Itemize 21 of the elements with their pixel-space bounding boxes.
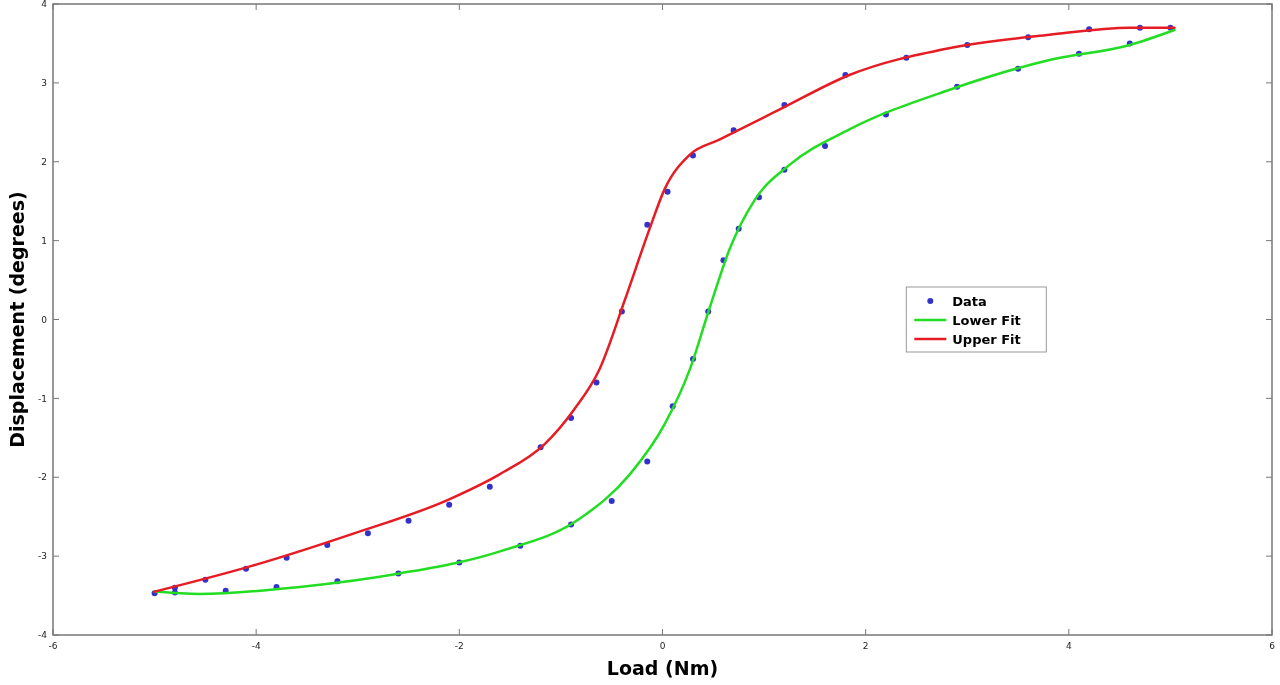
y-tick-label: -2: [38, 472, 47, 483]
y-tick-label: 3: [41, 78, 47, 89]
y-tick-label: -1: [38, 393, 47, 404]
y-tick-label: -4: [38, 630, 48, 641]
legend-label: Data: [952, 293, 987, 309]
x-tick-label: -2: [454, 641, 464, 651]
y-tick-label: 4: [41, 0, 48, 10]
x-tick-label: -4: [251, 641, 261, 651]
x-tick-label: 2: [862, 641, 869, 651]
y-axis-title: Displacement (degrees): [6, 191, 28, 448]
x-axis-title: Load (Nm): [606, 657, 719, 679]
legend-label: Upper Fit: [952, 331, 1021, 347]
y-tick-label: -3: [38, 551, 47, 562]
y-tick-label: 0: [41, 314, 48, 325]
y-tick-label: 2: [41, 156, 47, 167]
legend-label: Lower Fit: [952, 312, 1021, 328]
x-tick-label: 4: [1065, 641, 1072, 651]
x-tick-label: 6: [1269, 641, 1276, 651]
y-tick-label: 1: [41, 235, 47, 246]
x-tick-label: -6: [48, 641, 58, 651]
x-tick-label: 0: [659, 641, 666, 651]
